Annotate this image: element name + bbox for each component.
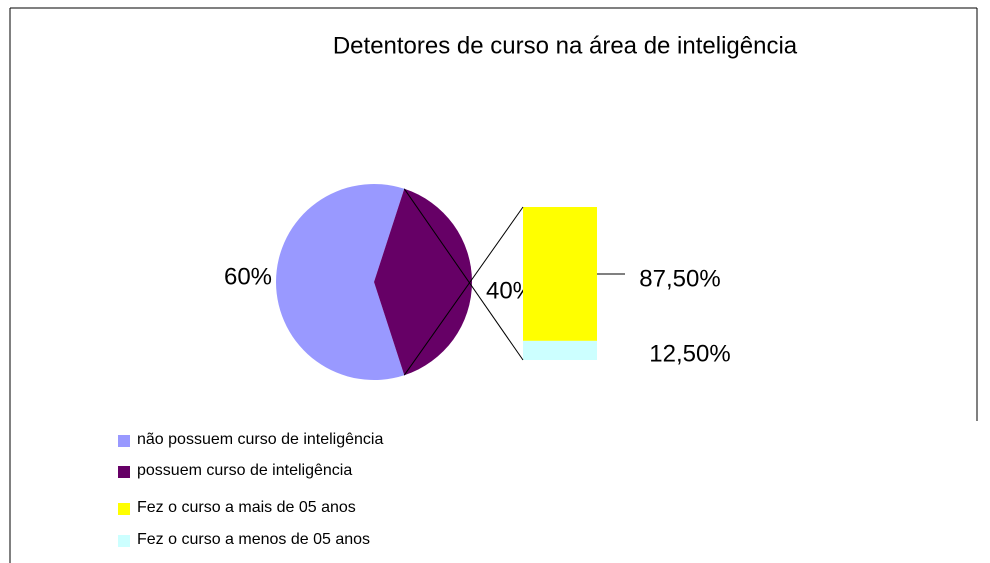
legend-label: Fez o curso a mais de 05 anos [137, 499, 356, 516]
legend-label: Fez o curso a menos de 05 anos [137, 531, 370, 548]
connector [403, 188, 524, 361]
legend-label: não possuem curso de inteligência [137, 431, 383, 448]
pie-slice [374, 188, 472, 376]
bar-label: 87,50% [639, 265, 720, 292]
pie-label: 60% [224, 263, 272, 290]
legend-swatch [118, 466, 130, 478]
bar-segment [523, 207, 597, 341]
bar-segment [523, 340, 597, 360]
pie-slice [276, 184, 405, 381]
bar-label: 12,50% [649, 340, 730, 367]
legend-label: possuem curso de inteligência [137, 462, 352, 479]
connector [403, 206, 524, 376]
legend-swatch [118, 535, 130, 547]
legend-swatch [118, 435, 130, 447]
legend-swatch [118, 503, 130, 515]
chart-title: Detentores de curso na área de inteligên… [333, 32, 798, 59]
